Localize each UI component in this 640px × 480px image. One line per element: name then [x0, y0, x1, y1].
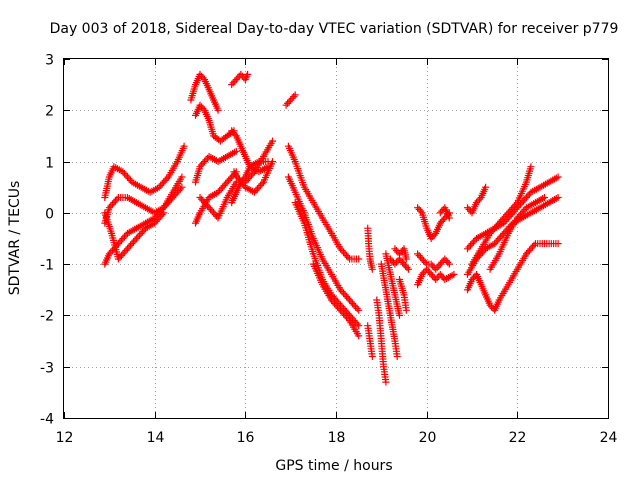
data-trace — [187, 70, 222, 114]
chart-title: Day 003 of 2018, Sidereal Day-to-day VTE… — [50, 21, 619, 37]
series-track-2 — [187, 70, 240, 227]
data-trace — [468, 163, 535, 268]
x-tick-label: 22 — [509, 430, 527, 446]
data-trace — [241, 137, 276, 186]
data-trace — [101, 142, 188, 201]
x-tick-labels: 12 14 16 18 20 22 24 — [56, 430, 618, 446]
x-tick-label: 18 — [328, 430, 346, 446]
y-tick-label: 0 — [45, 207, 54, 223]
data-trace — [230, 158, 276, 196]
data-trace — [101, 209, 168, 263]
data-trace — [309, 260, 363, 340]
grid — [64, 59, 608, 418]
x-tick-label: 12 — [56, 430, 74, 446]
data-trace — [414, 204, 453, 242]
series-track-5 — [364, 224, 412, 386]
y-tick-labels: -4 -3 -2 -1 0 1 2 3 — [40, 53, 54, 428]
data-trace — [291, 199, 363, 330]
data-trace — [228, 70, 252, 89]
data-trace — [436, 204, 453, 222]
data-trace — [414, 250, 453, 273]
series-track-7 — [464, 163, 562, 314]
data-trace — [464, 240, 562, 314]
data-trace — [391, 245, 410, 263]
y-tick-label: -3 — [40, 361, 54, 377]
data-trace — [386, 255, 412, 273]
x-axis-label: GPS time / hours — [275, 458, 392, 474]
y-axis-label: SDTVAR / TECUs — [7, 181, 23, 296]
series-track-3 — [228, 70, 276, 207]
data-trace — [414, 265, 458, 289]
x-tick-label: 14 — [147, 430, 165, 446]
data-trace — [192, 101, 238, 145]
x-tick-label: 20 — [419, 430, 437, 446]
y-tick-label: 1 — [45, 156, 54, 172]
series-track-1 — [101, 142, 188, 268]
data-trace — [284, 142, 363, 263]
y-tick-label: 3 — [45, 53, 54, 69]
y-tick-label: -4 — [40, 412, 54, 428]
series-track-4 — [282, 91, 363, 340]
y-tick-label: -1 — [40, 258, 54, 274]
series-track-6 — [414, 204, 458, 289]
data-trace — [373, 296, 390, 386]
y-tick-label: 2 — [45, 104, 54, 120]
data-trace — [364, 322, 376, 360]
x-tick-label: 16 — [237, 430, 255, 446]
data-trace — [192, 147, 240, 186]
data-trace — [364, 224, 376, 273]
data-trace — [196, 178, 240, 222]
data-trace — [284, 173, 363, 314]
data-points — [101, 70, 562, 386]
data-trace — [282, 91, 299, 109]
data-trace — [382, 250, 403, 319]
x-tick-label: 24 — [600, 430, 618, 446]
data-trace — [486, 194, 548, 273]
data-trace — [464, 183, 490, 217]
data-trace — [101, 183, 186, 268]
plot-frame — [63, 58, 609, 419]
data-trace — [377, 260, 401, 360]
y-tick-label: -2 — [40, 309, 54, 325]
data-trace — [396, 276, 410, 314]
